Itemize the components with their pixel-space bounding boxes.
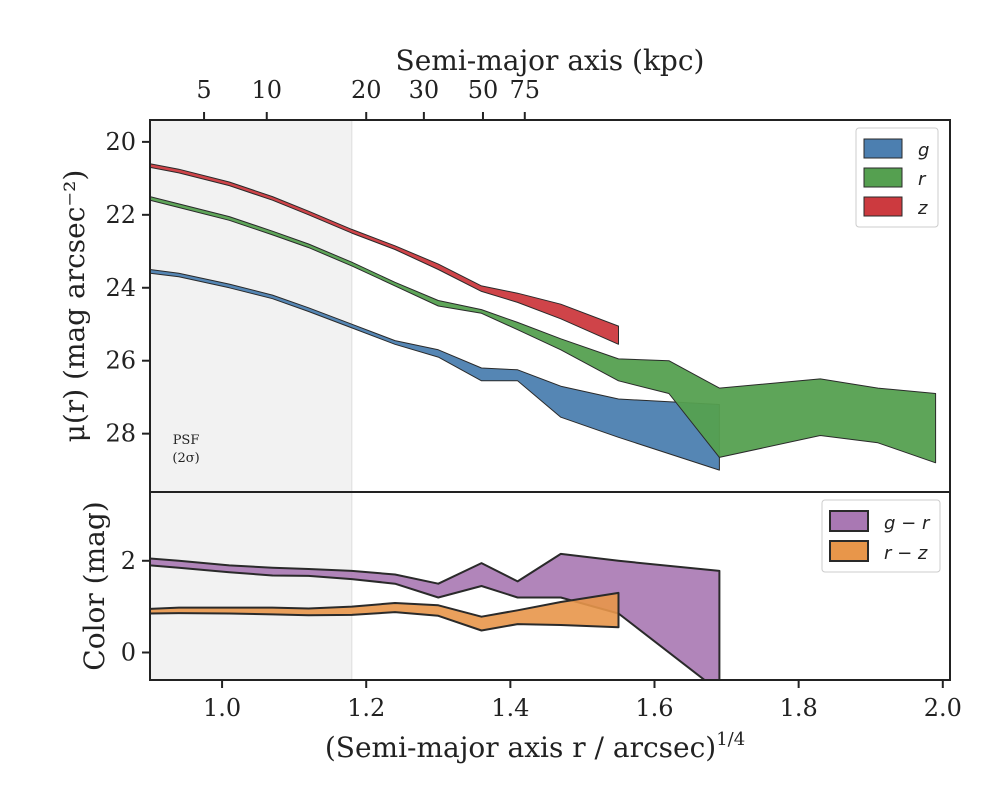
legend-label-r: r — [918, 169, 927, 190]
sb-band-g — [150, 269, 720, 471]
x-tick-label: 1.0 — [203, 694, 241, 722]
psf-annotation-line1: PSF — [173, 433, 200, 448]
top-x-axis-label: Semi-major axis (kpc) — [396, 44, 705, 77]
top-x-axis-kpc: 5 10 20 30 50 75 — [196, 76, 540, 120]
top-x-tick-label: 30 — [409, 76, 440, 104]
surface-brightness-series — [150, 163, 937, 471]
legend-swatch-z — [863, 196, 903, 217]
x-axis-bottom: 1.0 1.2 1.4 1.6 1.8 2.0 — [203, 680, 962, 722]
psf-shaded-region-bottom — [149, 491, 353, 681]
surface-brightness-panel: PSF (2σ) grz 20 22 24 26 28 5 10 20 30 50 75 Semi… — [58, 44, 951, 493]
legend-bottom: g − r r − z — [821, 499, 941, 573]
x-tick-label: 1.6 — [635, 694, 673, 722]
legend-swatch-r-z — [829, 540, 869, 562]
legend-swatch-g — [863, 138, 903, 159]
x-tick-label: 1.8 — [780, 694, 818, 722]
y-tick-label: 22 — [105, 201, 136, 229]
bottom-panel-frame — [149, 491, 951, 681]
y-tick-label: 0 — [121, 638, 136, 666]
color-band-r-z — [150, 591, 620, 632]
legend-label-z: z — [917, 198, 928, 219]
color-band-g-r — [150, 552, 721, 680]
top-x-tick-label: 50 — [468, 76, 499, 104]
y-tick-label: 24 — [105, 274, 136, 302]
legend-swatch-g-r — [829, 510, 869, 532]
x-tick-label: 1.2 — [347, 694, 385, 722]
y-tick-label: 26 — [105, 347, 136, 375]
top-x-tick-label: 20 — [351, 76, 382, 104]
legend-label-r-z: r − z — [884, 543, 928, 564]
bottom-x-axis-label: (Semi-major axis r / arcsec)1/4 — [325, 729, 745, 764]
psf-shaded-region-top — [149, 119, 353, 493]
bottom-x-axis-label-main: (Semi-major axis r / arcsec) — [325, 731, 716, 764]
color-panel: g − rr − z 02 1.0 1.2 1.4 1.6 1.8 2.0 Color (… — [78, 491, 962, 764]
sb-band-r — [150, 196, 937, 464]
top-x-tick-label: 10 — [251, 76, 282, 104]
y-tick-label: 28 — [105, 420, 136, 448]
legend-label-g-r: g − r — [884, 513, 931, 534]
legend-top: grz — [855, 127, 939, 228]
y-tick-label: 20 — [105, 128, 136, 156]
legend-swatch-r — [863, 167, 903, 188]
x-tick-label: 2.0 — [924, 694, 962, 722]
psf-annotation-line2: (2σ) — [172, 451, 199, 466]
bottom-y-axis-label: Color (mag) — [78, 501, 111, 670]
top-x-tick-label: 75 — [510, 76, 541, 104]
top-y-axis-label: μ(r) (mag arcsec⁻²) — [58, 170, 91, 443]
top-x-tick-label: 5 — [196, 76, 211, 104]
y-axis-bottom: 02 — [121, 547, 150, 666]
x-tick-label: 1.4 — [491, 694, 529, 722]
sb-band-z — [150, 163, 619, 345]
bottom-x-axis-label-sup: 1/4 — [716, 729, 745, 750]
y-axis-top: 20 22 24 26 28 — [105, 128, 150, 448]
legend-label-g: g — [918, 140, 929, 161]
y-tick-label: 2 — [121, 547, 136, 575]
color-series — [150, 552, 721, 680]
